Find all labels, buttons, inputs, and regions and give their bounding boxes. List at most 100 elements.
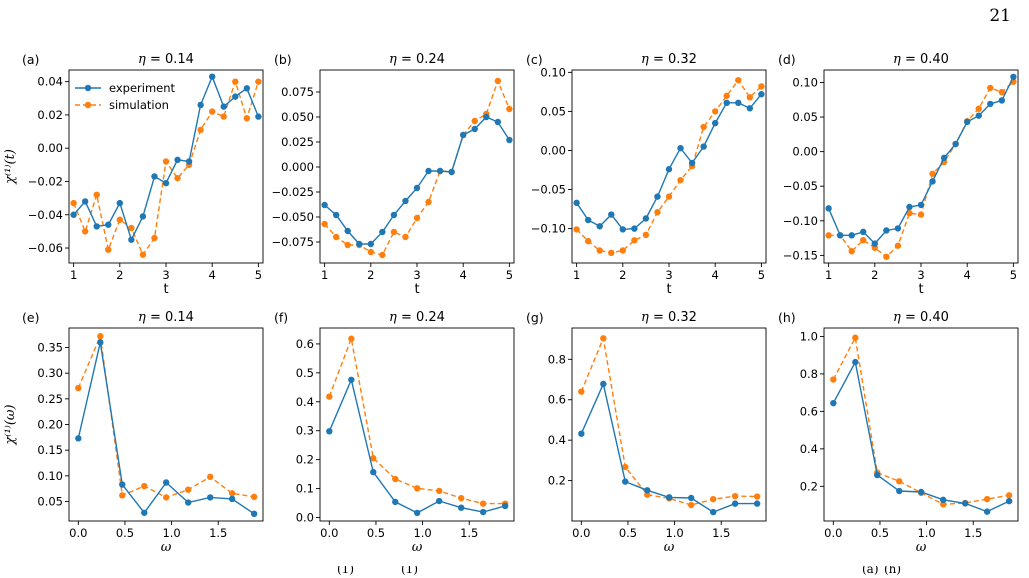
x-tick-label: 5 (506, 268, 513, 282)
x-tick-label: 1.0 (665, 526, 683, 540)
data-point-experiment (631, 225, 638, 232)
data-point-simulation (471, 117, 478, 125)
x-tick-label: 1.5 (712, 526, 730, 540)
data-point-simulation (379, 251, 386, 259)
data-point-simulation (116, 216, 124, 223)
data-point-simulation (70, 199, 77, 207)
y-tick-label: 0.00 (792, 145, 818, 159)
y-tick-label: 0.20 (37, 418, 63, 432)
x-tick-label: 0.0 (824, 526, 842, 540)
data-point-simulation (631, 237, 638, 244)
data-point-experiment (208, 73, 216, 80)
data-point-experiment (494, 118, 502, 126)
x-tick-label: 1.0 (917, 526, 935, 540)
data-point-experiment (608, 211, 615, 218)
y-tick-label: 0.05 (792, 110, 818, 124)
data-point-simulation (917, 211, 925, 218)
x-tick-label: 1.5 (209, 526, 227, 540)
x-tick-label: 0.0 (572, 526, 590, 540)
data-point-experiment (700, 143, 707, 150)
chart-panel: (c) η = 0.32 1 2 3 4 5 −0.10 −0.05 0.00 0.05 0.10 t (526, 52, 767, 297)
y-tick-label: −0.15 (783, 248, 818, 262)
data-point-simulation (392, 475, 399, 483)
panel-label: (e) (22, 310, 39, 325)
panel-label: (c) (526, 52, 543, 67)
y-axis-label: χ⁽¹⁾(ω) (3, 404, 18, 445)
data-point-experiment (70, 211, 77, 218)
data-point-experiment (723, 99, 730, 107)
data-point-simulation (746, 94, 754, 101)
y-tick-label: 0.000 (281, 160, 314, 174)
data-point-experiment (356, 240, 363, 248)
y-tick-label: 0.02 (37, 108, 63, 122)
y-tick-label: 0.00 (540, 143, 566, 157)
series-line-simulation (324, 79, 511, 256)
data-point-simulation (622, 463, 629, 471)
data-point-experiment (105, 221, 112, 228)
data-point-simulation (184, 486, 192, 493)
data-point-simulation (848, 248, 855, 255)
x-tick-label: 4 (964, 268, 971, 282)
data-point-experiment (471, 125, 478, 133)
data-point-experiment (207, 494, 214, 501)
y-tick-label: 0.10 (540, 65, 566, 79)
data-point-simulation (852, 334, 859, 341)
data-point-experiment (93, 223, 100, 230)
data-point-simulation (731, 492, 739, 500)
chart-title: η = 0.40 (893, 310, 949, 325)
x-tick-label: 2 (116, 268, 123, 282)
y-tick-label: 0.2 (800, 479, 818, 493)
data-point-simulation (232, 78, 239, 85)
page-number: 21 (989, 6, 1011, 26)
y-tick-label: 0.35 (37, 341, 63, 355)
panel-label: (h) (778, 310, 796, 325)
data-point-simulation (644, 491, 651, 498)
data-point-experiment (874, 471, 881, 479)
x-tick-label: 3 (413, 268, 420, 282)
series-line-simulation (576, 78, 762, 254)
data-point-experiment (665, 494, 673, 501)
data-point-simulation (105, 246, 112, 253)
x-tick-label: 4 (209, 268, 216, 282)
legend-label-simulation: simulation (109, 98, 169, 112)
x-tick-label: 1.0 (413, 526, 431, 540)
data-point-simulation (326, 393, 333, 400)
data-point-simulation (139, 251, 147, 258)
x-axis-label: t (918, 282, 923, 297)
data-point-experiment (392, 498, 399, 506)
data-point-experiment (501, 502, 509, 510)
data-point-simulation (578, 388, 585, 395)
data-point-experiment (379, 228, 386, 236)
data-point-simulation (390, 228, 398, 236)
x-tick-label: 5 (1010, 268, 1017, 282)
data-point-experiment (483, 113, 490, 121)
data-point-simulation (710, 495, 717, 503)
series-line-experiment (77, 342, 255, 515)
x-tick-label: 5 (255, 268, 262, 282)
data-point-experiment (975, 112, 982, 119)
x-tick-label: 2 (871, 268, 878, 282)
data-point-experiment (940, 154, 948, 162)
chart-panel: (e) η = 0.14 0.0 0.5 1.0 1.5 0.05 0.10 0.15 0.20 0… (3, 310, 264, 555)
panel-label: (a) (22, 52, 39, 67)
data-point-experiment (836, 232, 844, 239)
data-point-experiment (479, 508, 487, 516)
data-point-experiment (367, 240, 375, 248)
data-point-simulation (208, 108, 216, 115)
chart-title: η = 0.24 (389, 310, 445, 325)
data-point-simulation (665, 193, 673, 200)
data-point-simulation (830, 376, 837, 383)
y-tick-label: 0.25 (37, 392, 63, 406)
data-point-simulation (596, 247, 603, 254)
y-tick-label: 0.6 (548, 393, 566, 407)
data-point-simulation (654, 209, 661, 216)
data-point-simulation (162, 494, 170, 501)
y-tick-label: 0.4 (296, 395, 314, 409)
x-axis-label: ω (161, 540, 172, 555)
data-point-experiment (711, 119, 719, 127)
data-point-simulation (975, 105, 982, 112)
data-point-simulation (207, 473, 214, 481)
caption-superscript: (1) (401, 566, 418, 576)
data-point-simulation (344, 241, 351, 249)
data-point-experiment (458, 504, 465, 511)
